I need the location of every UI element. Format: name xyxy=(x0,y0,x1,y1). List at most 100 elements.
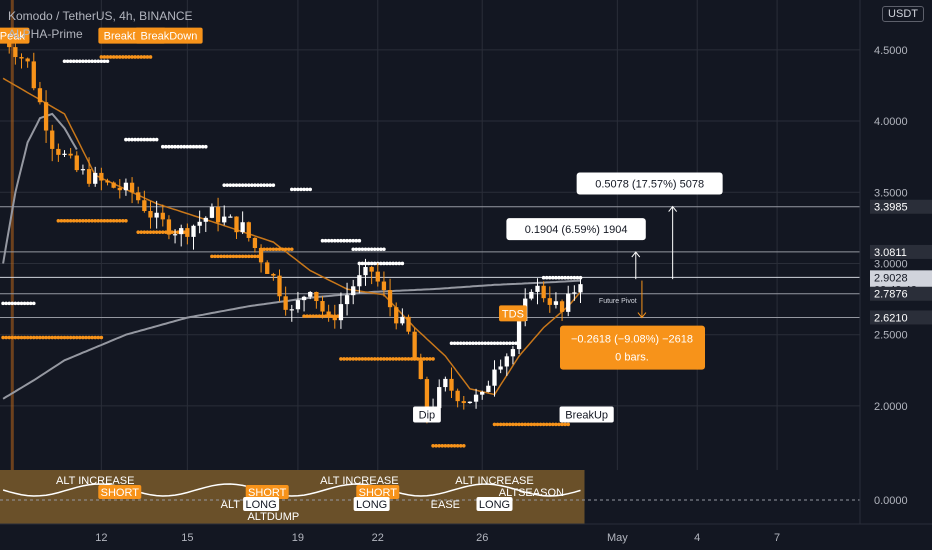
signal-dot xyxy=(182,144,187,149)
candle-body xyxy=(578,284,583,293)
panel-tag xyxy=(245,485,289,499)
signal-dot xyxy=(323,238,328,243)
signal-dot xyxy=(102,59,107,64)
signal-dot xyxy=(200,144,205,149)
symbol-title[interactable]: Komodo / TetherUS, 4h, BINANCE xyxy=(8,9,193,23)
signal-dot xyxy=(111,55,116,59)
signal-dot xyxy=(369,357,374,361)
panel-label: ALTSEASON xyxy=(499,487,564,499)
signal-tag xyxy=(413,406,441,423)
panel-tag-label: LONG xyxy=(356,499,387,511)
signal-dot xyxy=(391,357,395,361)
signal-dot xyxy=(366,261,371,266)
signal-dot xyxy=(62,335,67,340)
signal-dot xyxy=(274,247,279,252)
signal-dot xyxy=(394,261,399,266)
signal-dot xyxy=(431,443,435,448)
candle-body xyxy=(467,401,473,404)
signal-dot xyxy=(360,261,365,266)
price-axis-label: 2.9028 xyxy=(874,272,908,284)
signal-dot xyxy=(1,335,5,340)
signal-dot xyxy=(382,261,386,266)
moving-average-orange xyxy=(2,77,582,396)
signal-dot xyxy=(514,341,518,346)
signal-dot xyxy=(563,422,567,427)
signal-dot xyxy=(145,137,150,142)
price-axis-label: 3.0811 xyxy=(874,247,907,259)
signal-dot xyxy=(102,55,107,59)
signal-dot xyxy=(219,254,223,259)
signal-dot xyxy=(13,335,18,340)
signal-dot xyxy=(78,218,82,223)
signal-dot xyxy=(234,183,239,187)
candle-body xyxy=(412,331,417,361)
signal-dot xyxy=(133,137,137,142)
signal-dot xyxy=(154,137,159,142)
candle-body xyxy=(295,300,301,310)
candle-body xyxy=(486,385,491,392)
signal-dot xyxy=(10,335,15,340)
x-tick-label: 12 xyxy=(95,532,107,544)
candle-body xyxy=(516,320,522,350)
signal-dot xyxy=(59,335,64,340)
signal-dot xyxy=(136,55,141,59)
moving-average-white xyxy=(2,279,581,400)
signal-dot xyxy=(296,187,300,192)
signal-dot xyxy=(4,335,8,340)
signal-label: Dip xyxy=(419,409,436,421)
signal-dot xyxy=(369,247,374,252)
signal-dot xyxy=(216,254,220,259)
signal-dot xyxy=(532,422,537,427)
signal-dot xyxy=(259,183,263,187)
x-tick-label: 22 xyxy=(372,532,384,544)
signal-dot xyxy=(332,238,337,243)
signal-dot xyxy=(305,314,309,318)
panel-label: ALT xyxy=(221,499,241,511)
x-tick-label: 19 xyxy=(292,532,304,544)
currency-button[interactable]: USDT xyxy=(882,6,924,22)
signal-dot xyxy=(191,144,196,149)
signal-dot xyxy=(65,59,70,64)
candle-body xyxy=(559,301,565,312)
candle-body xyxy=(289,309,294,311)
candle-body xyxy=(363,266,368,276)
signal-dot xyxy=(68,59,73,64)
signal-dot xyxy=(102,218,107,223)
candle-body xyxy=(314,291,319,302)
candle-body xyxy=(123,182,129,191)
signal-dot xyxy=(566,422,571,427)
signal-dot xyxy=(508,422,512,427)
signal-dot xyxy=(317,314,322,318)
signal-dot xyxy=(262,247,266,252)
signal-dot xyxy=(148,55,153,59)
signal-dot xyxy=(544,422,549,427)
signal-dot xyxy=(449,443,454,448)
signal-dot xyxy=(520,422,524,427)
signal-dot xyxy=(535,422,540,427)
signal-dot xyxy=(182,230,187,234)
signal-dot xyxy=(560,275,564,280)
signal-dot xyxy=(93,218,98,223)
y-tick-label: 3.5000 xyxy=(874,187,908,199)
signal-dot xyxy=(268,247,273,252)
measure-box xyxy=(506,218,646,241)
signal-dot xyxy=(458,443,463,448)
signal-dot xyxy=(117,55,122,59)
candle-body xyxy=(271,273,276,276)
signal-dot xyxy=(379,357,383,361)
signal-dot xyxy=(400,357,405,361)
candle-body xyxy=(31,61,36,89)
signal-dot xyxy=(87,59,91,64)
x-tick-label: May xyxy=(607,532,628,544)
indicator-name[interactable]: ALPHA-Prime xyxy=(8,27,83,41)
candle-body xyxy=(320,301,325,312)
signal-dot xyxy=(379,247,383,252)
signal-dot xyxy=(4,301,8,306)
signal-tag xyxy=(0,27,30,44)
candle-body xyxy=(498,366,503,370)
signal-dot xyxy=(139,230,144,234)
price-axis-tag xyxy=(870,286,932,301)
y-tick-label: 4.5000 xyxy=(874,45,908,57)
signal-dot xyxy=(136,230,141,234)
